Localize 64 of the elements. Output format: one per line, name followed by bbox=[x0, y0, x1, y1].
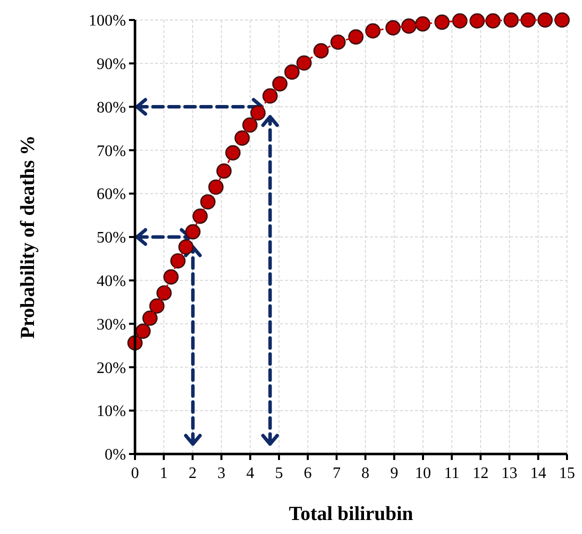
x-tick-label: 7 bbox=[332, 465, 341, 482]
point bbox=[296, 55, 312, 71]
point bbox=[149, 298, 165, 314]
point bbox=[415, 16, 430, 32]
point bbox=[200, 194, 216, 210]
x-tick-label: 1 bbox=[160, 465, 168, 482]
x-axis-title: Total bilirubin bbox=[288, 503, 414, 525]
y-tick-label: 80% bbox=[96, 99, 126, 116]
x-tick-label: 10 bbox=[415, 465, 431, 482]
point bbox=[503, 12, 519, 28]
point bbox=[452, 13, 468, 29]
y-tick-label: 100% bbox=[88, 12, 126, 30]
y-tick-label: 30% bbox=[96, 316, 126, 334]
x-tick-label: 13 bbox=[501, 465, 518, 482]
point bbox=[554, 12, 570, 28]
point bbox=[401, 18, 417, 34]
point bbox=[242, 117, 258, 133]
point bbox=[185, 224, 201, 240]
point bbox=[520, 12, 536, 28]
point bbox=[330, 34, 346, 50]
point bbox=[216, 163, 232, 179]
point bbox=[469, 13, 485, 29]
x-tick-label: 5 bbox=[275, 465, 283, 482]
point bbox=[485, 13, 501, 29]
point bbox=[142, 310, 158, 326]
y-tick-label: 0% bbox=[104, 446, 126, 464]
point bbox=[284, 64, 300, 80]
point bbox=[313, 43, 329, 58]
y-tick-label: 40% bbox=[96, 273, 126, 290]
point bbox=[178, 239, 194, 255]
x-tick-label: 14 bbox=[530, 465, 546, 482]
point bbox=[272, 76, 288, 92]
point bbox=[234, 130, 250, 146]
y-axis-title: Probability of deaths % bbox=[17, 135, 39, 339]
point bbox=[163, 269, 179, 285]
x-tick-label: 8 bbox=[361, 465, 370, 482]
y-tick-label: 90% bbox=[96, 56, 126, 73]
point bbox=[208, 179, 224, 195]
x-tick-label: 9 bbox=[390, 465, 398, 482]
y-tick-label: 70% bbox=[96, 142, 126, 160]
y-tick-label: 20% bbox=[96, 360, 126, 377]
point bbox=[537, 12, 553, 28]
point bbox=[156, 285, 172, 301]
x-tick-label: 4 bbox=[246, 465, 254, 482]
x-tick-label: 6 bbox=[304, 465, 312, 482]
y-tick-label: 50% bbox=[96, 230, 126, 247]
point bbox=[135, 324, 151, 339]
point bbox=[434, 14, 450, 30]
y-tick-label: 10% bbox=[96, 403, 126, 420]
x-tick-label: 2 bbox=[188, 465, 197, 482]
point bbox=[348, 29, 364, 45]
y-tick-label: 60% bbox=[96, 186, 126, 204]
point bbox=[250, 105, 266, 121]
x-tick-label: 3 bbox=[217, 465, 226, 482]
point bbox=[385, 20, 401, 36]
x-tick-label: 12 bbox=[472, 465, 489, 482]
x-tick-label: 0 bbox=[131, 465, 139, 482]
point bbox=[365, 23, 381, 38]
point bbox=[170, 253, 186, 269]
x-tick-label: 11 bbox=[444, 465, 460, 482]
point bbox=[225, 145, 241, 160]
point bbox=[262, 88, 278, 104]
x-tick-label: 15 bbox=[559, 465, 575, 482]
point bbox=[192, 208, 208, 224]
